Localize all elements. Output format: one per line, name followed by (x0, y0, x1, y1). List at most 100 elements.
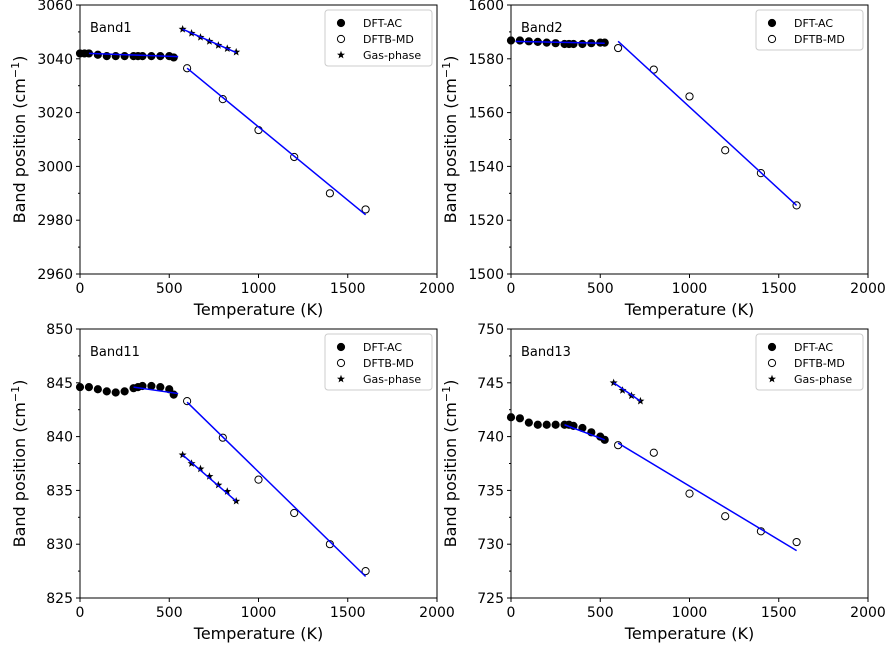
y-tick-label: 740 (477, 430, 504, 446)
legend-marker (337, 50, 345, 59)
x-tick-label: 1000 (241, 281, 277, 297)
y-tick-label: 3040 (37, 52, 73, 68)
x-tick-label: 1500 (330, 605, 366, 621)
legend: DFT-AC DFTB-MD (755, 9, 864, 51)
legend-box (755, 9, 864, 51)
y-tick-label: 2980 (37, 213, 73, 229)
legend-label: DFT-AC (794, 17, 833, 30)
y-tick-label: 735 (477, 483, 504, 499)
y-tick-label: 3020 (37, 106, 73, 122)
legend-box (755, 333, 864, 391)
data-point (218, 95, 227, 104)
data-point (93, 385, 102, 394)
legend-label: Gas-phase (363, 49, 421, 62)
legend-label: DFTB-MD (363, 33, 414, 46)
data-point (792, 537, 801, 547)
data-point (721, 146, 730, 155)
y-tick-label: 2960 (37, 267, 73, 283)
data-point (214, 480, 223, 489)
y-tick-label: 1580 (468, 52, 504, 68)
x-tick-label: 500 (587, 605, 614, 621)
legend-marker (336, 34, 346, 44)
data-point (533, 420, 542, 429)
fit-line (564, 424, 605, 441)
fit-line (617, 442, 797, 552)
fit-line (182, 454, 237, 502)
data-point (721, 512, 730, 521)
y-tick-label: 840 (46, 430, 73, 446)
x-axis-label: Temperature (K) (193, 624, 323, 643)
y-tick-label: 830 (46, 537, 73, 553)
data-point (524, 418, 533, 427)
data-point (156, 383, 165, 392)
legend-marker (768, 374, 776, 383)
fit-line (515, 40, 605, 44)
legend-marker (767, 358, 777, 368)
chart-panel-4: 0 500 1000 1500 2000 725 730 735 740 745 750 Temper… (440, 322, 886, 643)
data-point (178, 25, 187, 33)
legend-box (324, 333, 433, 391)
fit-line (88, 52, 179, 58)
y-tick-label: 3060 (37, 0, 73, 14)
data-point (578, 39, 587, 49)
data-point (325, 189, 334, 198)
data-point (618, 386, 627, 394)
y-tick-label: 845 (46, 376, 73, 392)
data-point (254, 475, 263, 484)
data-point (232, 47, 241, 56)
data-point (685, 489, 694, 498)
series-dftb-md (183, 64, 370, 214)
fit-line (617, 40, 798, 206)
y-axis-label: Band position (cm−1) (440, 56, 460, 224)
x-tick-label: 1000 (241, 605, 277, 621)
x-tick-label: 0 (76, 281, 85, 297)
fit-line (613, 382, 641, 402)
x-tick-label: 2000 (850, 605, 886, 621)
legend-marker (767, 34, 777, 44)
series-dftb-md (183, 396, 370, 576)
legend: DFT-AC DFTB-MD Gas-phase (755, 333, 864, 391)
legend-label: Gas-phase (794, 373, 852, 386)
data-point (290, 508, 299, 518)
series-dft-ac (75, 381, 178, 399)
chart-panel-1: 0 500 1000 1500 2000 2960 2980 3000 3020 3040 3060… (9, 0, 455, 319)
series-dftb-md (614, 43, 801, 210)
data-point (551, 39, 560, 48)
data-point (649, 448, 658, 457)
x-axis-label: Temperature (K) (193, 300, 323, 319)
fit-line (182, 28, 237, 54)
data-point (84, 383, 94, 392)
legend-marker (337, 374, 345, 383)
y-tick-label: 3000 (37, 159, 73, 175)
panel-title: Band13 (521, 345, 571, 360)
legend: DFT-AC DFTB-MD Gas-phase (324, 9, 433, 67)
y-tick-label: 835 (46, 483, 73, 499)
legend-label: DFTB-MD (794, 33, 845, 46)
legend-marker (767, 342, 777, 352)
y-axis-label: Band position (cm−1) (440, 380, 460, 548)
x-tick-label: 2000 (419, 605, 455, 621)
x-tick-label: 1500 (330, 281, 366, 297)
x-tick-label: 1000 (672, 605, 708, 621)
x-tick-label: 1500 (761, 281, 797, 297)
x-tick-label: 1000 (672, 281, 708, 297)
legend-marker (336, 358, 346, 368)
y-tick-label: 730 (477, 537, 504, 553)
data-point (542, 420, 551, 429)
data-point (147, 381, 156, 391)
data-point (178, 450, 187, 459)
y-tick-label: 1520 (468, 213, 504, 229)
data-point (551, 420, 560, 429)
legend-box (324, 9, 433, 67)
y-tick-label: 725 (477, 591, 504, 607)
data-point (111, 388, 120, 397)
y-tick-label: 1600 (468, 0, 504, 14)
data-point (205, 472, 214, 480)
data-point (223, 487, 232, 495)
legend-label: DFT-AC (363, 341, 402, 354)
y-axis-label: Band position (cm−1) (9, 56, 29, 224)
fit-line (133, 386, 179, 395)
legend-label: DFT-AC (794, 341, 833, 354)
legend-marker (336, 18, 346, 28)
